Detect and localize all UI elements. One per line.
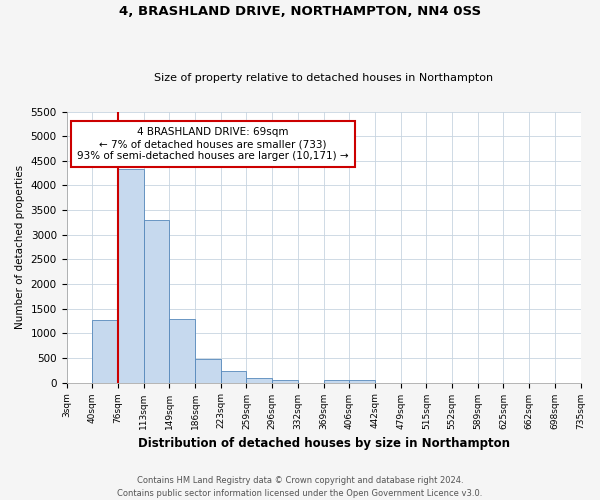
Text: 4 BRASHLAND DRIVE: 69sqm
← 7% of detached houses are smaller (733)
93% of semi-d: 4 BRASHLAND DRIVE: 69sqm ← 7% of detache… [77, 128, 349, 160]
Bar [323, 380, 349, 382]
Bar [349, 380, 375, 382]
Bar [118, 168, 143, 382]
Bar [169, 319, 195, 382]
Title: Size of property relative to detached houses in Northampton: Size of property relative to detached ho… [154, 73, 493, 83]
Text: 4, BRASHLAND DRIVE, NORTHAMPTON, NN4 0SS: 4, BRASHLAND DRIVE, NORTHAMPTON, NN4 0SS [119, 5, 481, 18]
Y-axis label: Number of detached properties: Number of detached properties [15, 165, 25, 329]
Bar [247, 378, 272, 382]
X-axis label: Distribution of detached houses by size in Northampton: Distribution of detached houses by size … [137, 437, 509, 450]
Bar [143, 220, 169, 382]
Text: Contains HM Land Registry data © Crown copyright and database right 2024.
Contai: Contains HM Land Registry data © Crown c… [118, 476, 482, 498]
Bar [221, 371, 247, 382]
Bar [195, 359, 221, 382]
Bar [92, 320, 118, 382]
Bar [272, 380, 298, 382]
